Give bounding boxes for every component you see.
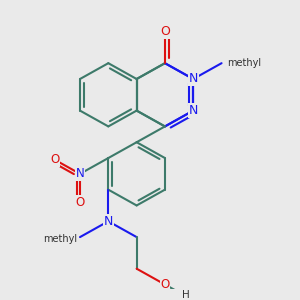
Text: O: O xyxy=(50,153,59,166)
Text: N: N xyxy=(189,104,198,117)
Text: methyl: methyl xyxy=(227,58,261,68)
Text: H: H xyxy=(182,290,190,300)
Text: methyl: methyl xyxy=(43,234,77,244)
Text: N: N xyxy=(189,73,198,85)
Text: O: O xyxy=(75,196,85,209)
Text: O: O xyxy=(160,25,170,38)
Text: O: O xyxy=(160,278,170,291)
Text: N: N xyxy=(76,167,84,180)
Text: N: N xyxy=(103,215,113,228)
